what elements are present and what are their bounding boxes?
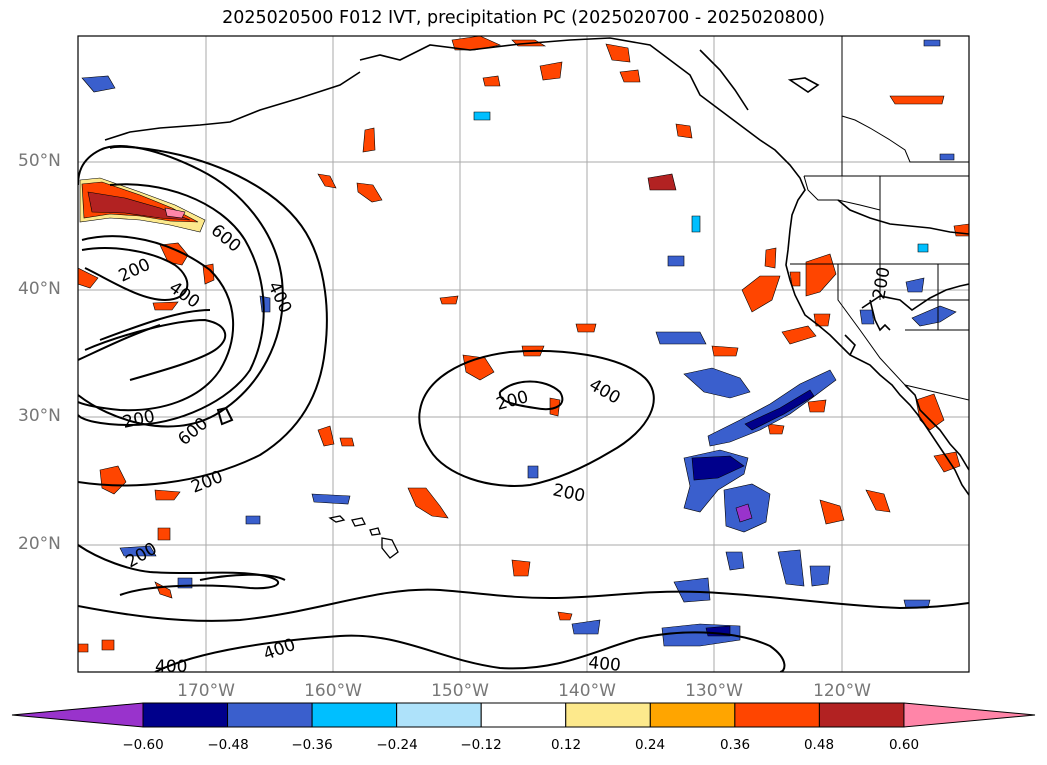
lon-label-130w: 130°W <box>685 681 743 701</box>
lon-label-120w: 120°W <box>813 681 871 701</box>
hawaiian-islands <box>328 515 399 559</box>
colorbar-tick: 0.60 <box>888 737 920 753</box>
contour-label: 400 <box>588 653 622 676</box>
colorbar-tick: 0.36 <box>719 737 751 753</box>
colorbar-tick: −0.60 <box>122 737 164 753</box>
colorbar-tick: −0.12 <box>460 737 502 753</box>
lat-label-30n: 30°N <box>18 406 61 426</box>
colorbar-segment <box>565 702 651 728</box>
colorbar-segment <box>142 702 229 728</box>
contour-label-bottom-left: 400 <box>155 657 187 677</box>
contour-label: 200 <box>551 480 587 506</box>
map-frame <box>77 35 970 673</box>
colorbar-segment <box>649 702 736 728</box>
lon-label-160w: 160°W <box>304 681 362 701</box>
colorbar-tick: 0.12 <box>550 737 582 753</box>
contour-label: 200 <box>188 467 226 498</box>
colorbar-tick: 0.24 <box>634 737 666 753</box>
lat-label-20n: 20°N <box>18 534 61 554</box>
contour-label: 600 <box>207 221 245 257</box>
map-title: 2025020500 F012 IVT, precipitation PC (2… <box>222 8 825 28</box>
colorbar-segment <box>818 702 905 728</box>
ivt-contours <box>78 145 969 672</box>
colorbar <box>11 702 1036 728</box>
colorbar-tick: −0.36 <box>291 737 333 753</box>
lon-label-150w: 150°W <box>431 681 489 701</box>
political-borders <box>790 36 969 401</box>
colorbar-segment <box>734 702 820 728</box>
contour-label: 400 <box>586 375 624 409</box>
coastline <box>104 37 969 496</box>
contour-label: 200 <box>116 255 154 287</box>
lat-label-50n: 50°N <box>18 151 61 171</box>
colorbar-extend-min <box>11 702 144 728</box>
colorbar-segment <box>480 702 567 728</box>
colorbar-tick: 0.48 <box>803 737 835 753</box>
colorbar-segment <box>396 702 482 728</box>
colorbar-segment <box>227 702 313 728</box>
precip-positive-patches <box>78 36 969 653</box>
colorbar-extend-max <box>903 702 1036 728</box>
contour-label: 200 <box>869 265 894 300</box>
colorbar-tick: −0.48 <box>207 737 249 753</box>
precip-negative-patches <box>81 39 957 647</box>
colorbar-segment <box>311 702 398 728</box>
contour-labels: 200 400 600 400 200 600 200 200 400 200 … <box>116 221 895 676</box>
lon-label-140w: 140°W <box>558 681 616 701</box>
contour-label: 400 <box>261 635 298 665</box>
lon-label-170w: 170°W <box>177 681 235 701</box>
lat-label-40n: 40°N <box>18 279 61 299</box>
colorbar-tick: −0.24 <box>376 737 418 753</box>
